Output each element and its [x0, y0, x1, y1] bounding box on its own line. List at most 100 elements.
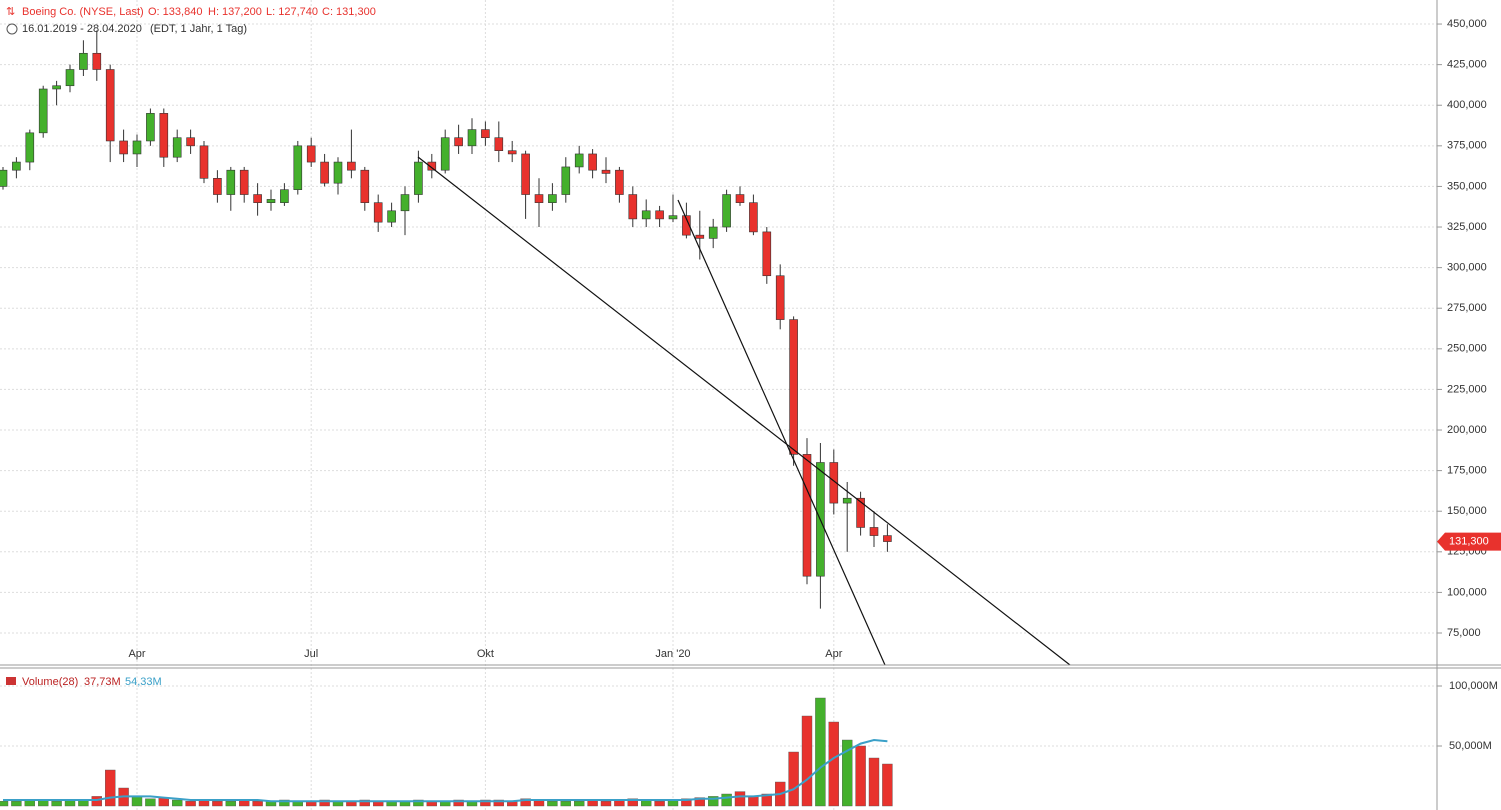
candle-body [360, 169, 370, 203]
volume-bar [453, 799, 464, 807]
volume-bar [279, 799, 290, 807]
quote: C: 131,300 [322, 6, 376, 18]
candle-body [869, 527, 879, 536]
candle-body [440, 137, 450, 171]
candle-body [387, 210, 396, 223]
candle-body [320, 161, 329, 184]
volume-bar [480, 799, 491, 807]
candle-body [373, 202, 383, 223]
volume-bar [600, 801, 612, 807]
candle-body [601, 169, 611, 174]
candle-body [79, 52, 88, 70]
candle-body [146, 113, 155, 142]
candle-body [762, 231, 772, 277]
volume-bar [801, 715, 813, 807]
candle-body [400, 194, 410, 212]
candle-body [481, 129, 490, 139]
candle-body [38, 88, 48, 134]
volume-bar [627, 798, 638, 807]
candle-body [534, 194, 544, 203]
candle-body [25, 132, 35, 163]
volume-bar [815, 697, 826, 807]
volume-bar [319, 799, 330, 807]
volume-bar [145, 798, 156, 807]
candle-body [293, 145, 303, 190]
volume-bar [855, 745, 866, 807]
candle-body [655, 210, 664, 220]
candle-body [789, 319, 798, 455]
x-tick-label: Jul [304, 648, 318, 660]
volume-bar [734, 791, 746, 807]
quote: H: 137,200 [208, 6, 262, 18]
y-tick-label: 100,000 [1447, 586, 1487, 598]
candle-body [574, 153, 584, 168]
candle-body [213, 178, 222, 195]
volume-bar [748, 796, 759, 807]
chart-icon: ⇅ [6, 6, 15, 18]
quote: O: 133,840 [148, 6, 202, 18]
volume-bar [131, 796, 143, 807]
volume-bar [104, 769, 116, 807]
subtitle-note: (EDT, 1 Jahr, 1 Tag) [150, 23, 247, 35]
volume-icon [6, 677, 16, 685]
candle-body [92, 52, 102, 70]
trend-line [417, 156, 1071, 666]
y-tick-label: 400,000 [1447, 99, 1487, 111]
candle-body [239, 169, 249, 195]
candle-body [682, 215, 691, 236]
x-tick-label: Apr [825, 648, 842, 660]
last-price-label: 131,300 [1449, 535, 1489, 547]
volume-bar [574, 801, 585, 807]
volume-bar [225, 801, 237, 807]
candle-body [454, 137, 463, 147]
legend-entry: Volume(28) [22, 676, 78, 688]
candle-body [347, 161, 356, 171]
candle-body [561, 166, 571, 195]
y-tick-label: 375,000 [1447, 140, 1487, 152]
candle-body [306, 145, 316, 163]
volume-bar [0, 801, 9, 807]
volume-bar [708, 796, 719, 807]
candle-body [280, 189, 289, 203]
y-tick-label: 350,000 [1447, 180, 1487, 192]
candle-body [159, 113, 169, 158]
volume-bar [761, 793, 772, 807]
volume-ma-line [3, 738, 888, 803]
volume-bar [681, 798, 692, 807]
candle-body [615, 169, 624, 195]
y-tick-label: 275,000 [1447, 302, 1487, 314]
volume-bar [171, 799, 183, 807]
candle-body [883, 535, 892, 542]
candle-body [775, 275, 785, 320]
y-tick-label: 75,000 [1447, 627, 1481, 639]
volume-bar [11, 801, 22, 807]
candle-body [266, 199, 276, 203]
volume-bar [721, 793, 732, 807]
x-tick-label: Apr [128, 648, 145, 660]
volume-bar [882, 763, 893, 807]
y-tick-label: 175,000 [1447, 465, 1487, 477]
candle-body [105, 69, 115, 142]
candle-body [507, 150, 517, 155]
volume-bar [252, 801, 263, 807]
candle-body [829, 462, 839, 504]
volume-bar [493, 799, 504, 807]
volume-bar [413, 799, 424, 807]
candle-body [467, 129, 477, 147]
candle-body [668, 215, 678, 220]
legend-value: 37,73M [84, 676, 121, 688]
subtitle: 16.01.2019 - 28.04.2020 [22, 23, 142, 35]
y-tick-label: 250,000 [1447, 343, 1487, 355]
x-tick-label: Okt [477, 648, 494, 660]
candle-body [708, 226, 718, 239]
candle-body [132, 140, 142, 155]
candle-body [186, 137, 195, 147]
y-tick-label: 450,000 [1447, 18, 1487, 30]
candle-body [722, 194, 731, 228]
volume-bar [547, 801, 558, 807]
candle-body [119, 140, 128, 155]
candle-body [842, 497, 852, 504]
candle-body [735, 194, 745, 203]
y-tick-label: 300,000 [1447, 262, 1487, 274]
